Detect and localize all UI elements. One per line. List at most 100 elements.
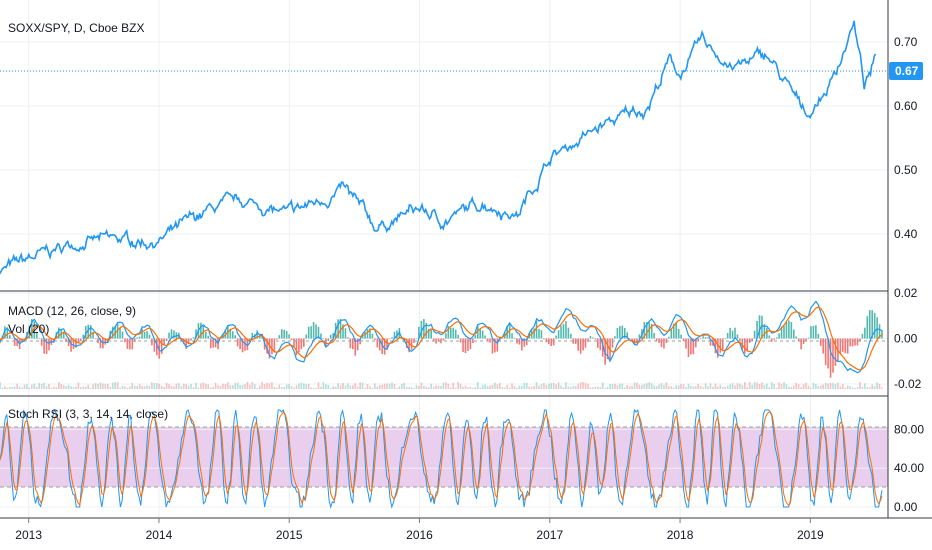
macd-hist-bar: [770, 338, 773, 342]
macd-hist-bar: [599, 338, 602, 351]
macd-hist-bar: [329, 334, 332, 339]
volume-bar: [312, 387, 315, 389]
stoch-k-line: [0, 408, 883, 509]
volume-bar: [386, 383, 388, 389]
volume-bar: [587, 383, 589, 389]
volume-bar: [597, 386, 599, 389]
macd-tick-label: 0.00: [894, 332, 918, 346]
macd-hist-bar: [631, 338, 633, 340]
volume-bar: [775, 387, 778, 389]
volume-bar: [344, 385, 347, 389]
volume-bar: [842, 384, 844, 389]
volume-bar: [249, 384, 251, 389]
volume-bar: [513, 386, 516, 389]
volume-bar: [616, 385, 619, 389]
volume-bar: [807, 385, 810, 389]
macd-hist-bar: [82, 334, 85, 339]
volume-bar: [234, 382, 236, 389]
volume-bar: [354, 383, 357, 389]
volume-bar: [356, 386, 359, 389]
macd-hist-bar: [146, 331, 148, 339]
volume-bar: [729, 384, 731, 389]
volume-bar: [393, 383, 396, 389]
volume-bar: [383, 383, 386, 389]
price-series-line: [0, 20, 877, 275]
volume-bar: [592, 387, 594, 389]
macd-hist-bar: [192, 337, 195, 339]
volume-bar: [780, 383, 783, 389]
volume-bar: [815, 383, 817, 389]
volume-bar: [418, 386, 420, 389]
volume-bar: [822, 384, 824, 389]
volume-bar: [670, 386, 673, 389]
macd-hist-bar: [312, 322, 315, 339]
macd-hist-bar: [80, 338, 82, 342]
macd-hist-bar: [153, 338, 156, 352]
macd-hist-bar: [540, 330, 543, 339]
volume-bar: [366, 384, 369, 389]
macd-hist-bar: [623, 327, 626, 339]
macd-hist-bar: [567, 327, 570, 339]
last-price-label: 0.67: [895, 64, 919, 78]
volume-bar: [136, 385, 138, 389]
macd-hist-bar: [851, 338, 854, 347]
macd-hist-bar: [241, 338, 244, 353]
macd-hist-bar: [452, 327, 455, 339]
macd-hist-bar: [310, 326, 312, 339]
macd-hist-bar: [432, 338, 435, 342]
macd-hist-bar: [672, 323, 675, 339]
volume-bar: [23, 384, 26, 389]
macd-hist-bar: [381, 338, 383, 355]
volume-bar: [102, 383, 104, 389]
volume-bar: [214, 382, 217, 389]
volume-bar: [48, 384, 50, 389]
macd-hist-bar: [364, 332, 366, 339]
macd-hist-bar: [660, 338, 663, 348]
volume-bar: [72, 387, 75, 389]
volume-bar: [99, 382, 102, 389]
volume-bar: [810, 387, 812, 389]
volume-bar: [77, 382, 80, 389]
macd-hist-bar: [151, 338, 153, 346]
macd-hist-bar: [190, 338, 192, 341]
volume-bar: [16, 383, 18, 389]
macd-hist-bar: [802, 338, 805, 344]
macd-hist-bar: [415, 338, 418, 339]
macd-hist-bar: [244, 338, 246, 351]
macd-hist-bar: [766, 327, 768, 339]
macd-hist-bar: [707, 337, 709, 339]
macd-hist-bar: [866, 316, 869, 339]
macd-hist-bar: [577, 338, 579, 351]
macd-hist-bar: [185, 338, 187, 349]
volume-bar: [812, 382, 815, 389]
volume-bar: [753, 382, 756, 389]
macd-hist-bar: [410, 338, 413, 350]
volume-bar: [672, 387, 675, 389]
macd-hist-bar: [501, 338, 504, 339]
macd-hist-bar: [663, 338, 665, 349]
macd-axis: 0.02 0.00 -0.02: [894, 286, 922, 391]
volume-bar: [209, 387, 212, 389]
macd-hist-bar: [788, 320, 790, 339]
macd-hist-bar: [793, 329, 795, 339]
macd-hist-bar: [160, 338, 163, 354]
volume-bar: [741, 385, 744, 389]
volume-bar: [675, 385, 677, 389]
volume-bar: [748, 382, 751, 389]
volume-bar: [378, 385, 381, 389]
macd-hist-bar: [35, 331, 38, 339]
volume-bar: [562, 387, 565, 389]
macd-hist-bar: [535, 320, 538, 339]
volume-bar: [254, 384, 256, 389]
volume-bar: [655, 385, 658, 389]
macd-hist-bar: [283, 329, 285, 339]
volume-bar: [450, 387, 452, 389]
macd-hist-bar: [805, 338, 807, 342]
macd-hist-bar: [298, 338, 300, 353]
macd-hist-bar: [168, 332, 170, 339]
volume-bar: [398, 386, 401, 389]
macd-hist-bar: [271, 338, 273, 355]
volume-bar: [268, 383, 271, 389]
volume-bar: [43, 382, 45, 389]
volume-bar: [565, 382, 567, 389]
